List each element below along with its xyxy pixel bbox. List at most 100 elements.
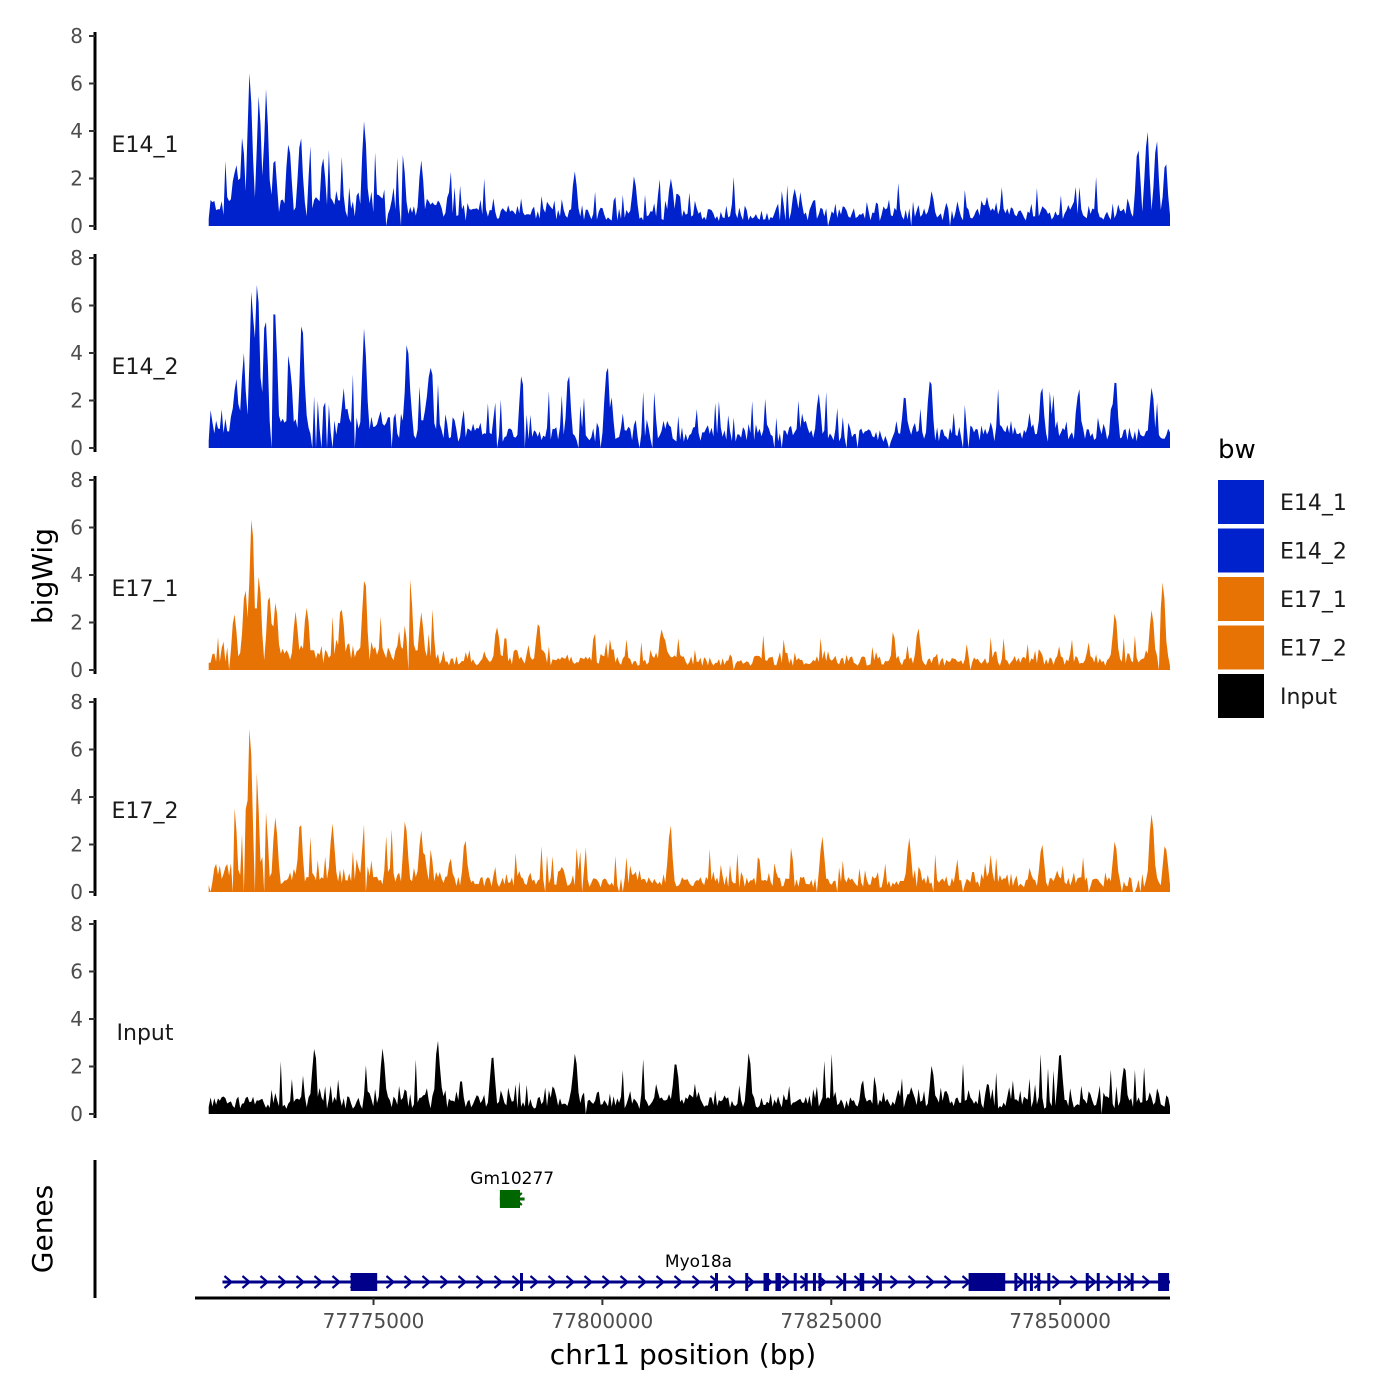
y-tick-label: 6 <box>70 516 83 540</box>
gene-exon <box>1037 1273 1041 1291</box>
strand-chevron <box>277 1275 288 1289</box>
strand-chevron <box>1087 1275 1098 1289</box>
legend-swatch <box>1218 528 1264 573</box>
x-axis: 77775000 77800000 77825000 77850000 <box>195 1296 1170 1333</box>
legend-label: E14_2 <box>1280 540 1347 565</box>
track-e14-1: 0 2 4 6 8 E14_1 <box>70 24 1170 238</box>
strand-chevron <box>529 1275 540 1289</box>
strand-chevron <box>259 1275 270 1289</box>
gene-exon <box>1130 1273 1134 1291</box>
strand-chevron <box>1069 1275 1080 1289</box>
legend-label: E17_2 <box>1280 637 1347 662</box>
strand-chevron <box>313 1275 324 1289</box>
y-tick-label: 8 <box>70 912 83 936</box>
strand-chevron <box>925 1275 936 1289</box>
signal-area <box>208 285 1170 448</box>
gene-exon <box>859 1273 865 1291</box>
gene-exon <box>793 1273 797 1291</box>
strand-chevron <box>457 1275 468 1289</box>
y-tick-label: 2 <box>70 1055 83 1079</box>
legend-title: bw <box>1218 435 1256 465</box>
gene-exon <box>775 1273 781 1291</box>
signal-area <box>208 1040 1170 1114</box>
legend: bw E14_1 E14_2 E17_1 E17_2 Input <box>1218 435 1347 718</box>
strand-chevron <box>673 1275 684 1289</box>
y-tick-label: 0 <box>70 658 83 682</box>
legend-label: E14_1 <box>1280 491 1347 516</box>
y-tick-label: 2 <box>70 167 83 191</box>
strand-chevron <box>619 1275 630 1289</box>
legend-item-input: Input <box>1218 674 1337 718</box>
y-tick-label: 6 <box>70 738 83 762</box>
gene-exon <box>878 1273 882 1291</box>
strand-chevron <box>223 1275 234 1289</box>
legend-swatch <box>1218 577 1264 621</box>
legend-swatch <box>1218 625 1264 670</box>
x-tick-label: 77775000 <box>323 1309 425 1333</box>
strand-chevron <box>421 1275 432 1289</box>
gene-exon <box>745 1273 749 1291</box>
track-label: E17_2 <box>112 799 179 824</box>
strand-chevron <box>601 1275 612 1289</box>
y-tick-label: 8 <box>70 24 83 48</box>
track-label: Input <box>117 1021 174 1046</box>
track-label: E14_1 <box>112 133 179 158</box>
gene-exon <box>843 1273 847 1291</box>
gene-exon <box>763 1273 770 1291</box>
track-e14-2: 0 2 4 6 8 E14_2 <box>70 246 1170 460</box>
y-tick-label: 0 <box>70 1102 83 1126</box>
y-tick-label: 4 <box>70 119 83 143</box>
legend-item-e14-1: E14_1 <box>1218 480 1347 524</box>
y-tick-label: 6 <box>70 72 83 96</box>
strand-chevron <box>1141 1275 1152 1289</box>
y-tick-label: 2 <box>70 611 83 635</box>
strand-chevron <box>691 1275 702 1289</box>
y-tick-label: 0 <box>70 436 83 460</box>
genes-axis-title: Genes <box>26 1185 59 1273</box>
y-tick-label: 0 <box>70 880 83 904</box>
gene-exon <box>804 1273 808 1291</box>
strand-chevron <box>1105 1275 1116 1289</box>
y-tick-label: 6 <box>70 294 83 318</box>
strand-chevron <box>475 1275 486 1289</box>
gene-exon <box>818 1273 822 1291</box>
strand-chevron <box>727 1275 738 1289</box>
strand-chevron <box>295 1275 306 1289</box>
signal-area <box>208 728 1170 892</box>
legend-label: Input <box>1280 685 1337 710</box>
strand-chevron <box>565 1275 576 1289</box>
gene-gm10277: Gm10277 <box>470 1169 554 1208</box>
strand-chevron <box>655 1275 666 1289</box>
gene-exon <box>520 1273 523 1291</box>
y-tick-label: 2 <box>70 833 83 857</box>
signal-area <box>208 73 1170 226</box>
gene-exon <box>1029 1273 1033 1291</box>
track-input: 0 2 4 6 8 Input <box>70 912 1170 1126</box>
y-tick-label: 6 <box>70 960 83 984</box>
y-tick-label: 4 <box>70 341 83 365</box>
gene-exon <box>1023 1273 1027 1291</box>
strand-chevron <box>331 1275 342 1289</box>
gene-exon <box>1085 1273 1089 1291</box>
track-e17-1: 0 2 4 6 8 E17_1 <box>70 468 1170 682</box>
gene-annotation-panel: Genes Gm10277 Myo18a <box>26 1160 1170 1298</box>
strand-chevron <box>943 1275 954 1289</box>
strand-chevron <box>511 1275 522 1289</box>
x-axis-title: chr11 position (bp) <box>550 1338 816 1371</box>
strand-chevron <box>745 1275 756 1289</box>
y-tick-label: 4 <box>70 1007 83 1031</box>
strand-chevron <box>1051 1275 1062 1289</box>
x-tick-label: 77825000 <box>780 1309 882 1333</box>
gene-exon <box>1096 1273 1100 1291</box>
legend-item-e17-1: E17_1 <box>1218 577 1347 621</box>
strand-chevron <box>241 1275 252 1289</box>
track-e17-2: 0 2 4 6 8 E17_2 <box>70 690 1170 904</box>
strand-chevron <box>781 1275 792 1289</box>
y-tick-label: 8 <box>70 690 83 714</box>
strand-chevron <box>907 1275 918 1289</box>
strand-chevron <box>403 1275 414 1289</box>
y-tick-label: 0 <box>70 214 83 238</box>
legend-item-e14-2: E14_2 <box>1218 528 1347 573</box>
strand-chevron <box>1033 1275 1044 1289</box>
strand-chevron <box>547 1275 558 1289</box>
